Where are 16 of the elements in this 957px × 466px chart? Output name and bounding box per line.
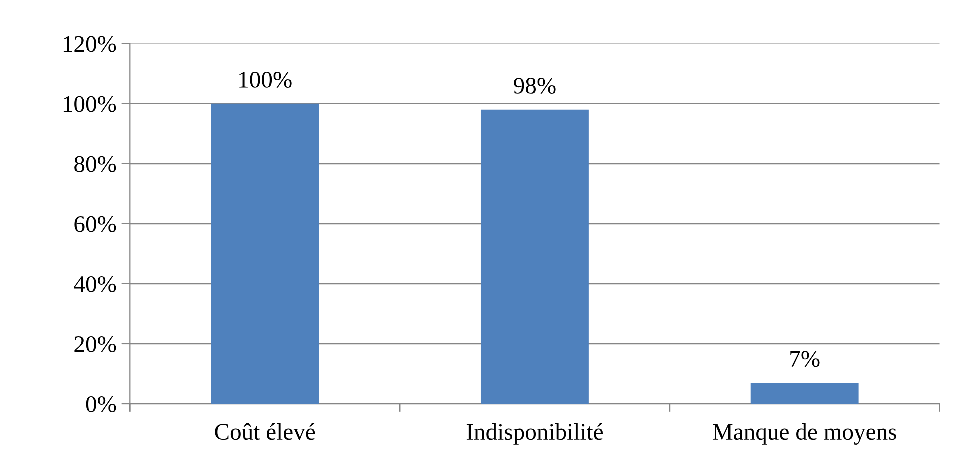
y-tick-label: 40% [74,276,116,292]
bar [750,383,859,404]
data-label: 98% [514,78,556,94]
x-tick-label: Coût élevé [215,423,316,440]
y-tick-label: 120% [64,36,116,52]
data-label: 100% [240,72,292,88]
x-tick-label: Manque de moyens [713,423,896,445]
bar [480,110,589,404]
x-tick-label: Indisponibilité [466,423,604,445]
y-tick-label: 20% [74,336,116,352]
y-tick-label: 80% [74,156,116,172]
y-tick-label: 60% [74,216,116,232]
data-label: 7% [790,351,820,368]
y-tick-label: 0% [86,396,116,413]
y-tick-label: 100% [64,96,116,112]
bar [211,104,320,404]
